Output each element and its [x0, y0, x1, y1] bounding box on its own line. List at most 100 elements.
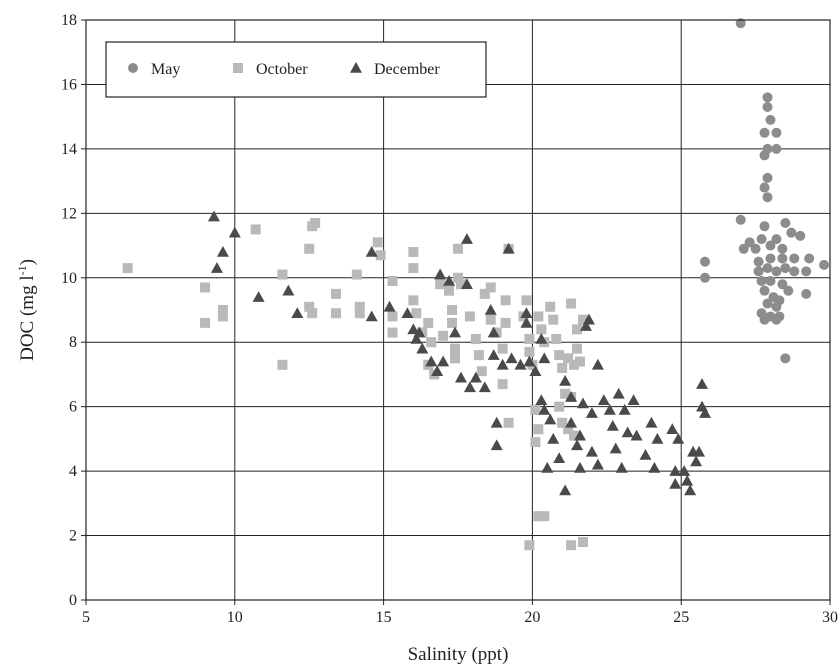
- october-point: [372, 237, 383, 248]
- y-axis-label-superscript: -1: [15, 265, 29, 275]
- december-point: [559, 374, 572, 386]
- legend-label-october: October: [256, 61, 308, 78]
- october-point: [539, 511, 550, 522]
- december-point: [228, 226, 241, 238]
- december-point: [574, 461, 587, 473]
- december-point: [487, 349, 500, 360]
- october-point: [330, 308, 341, 319]
- may-point: [762, 192, 773, 203]
- october-point: [387, 327, 398, 338]
- december-point: [565, 416, 578, 428]
- october-point: [330, 288, 341, 299]
- october-point: [485, 314, 496, 325]
- legend: May October December: [105, 41, 487, 98]
- october-point: [551, 334, 562, 344]
- december-point: [454, 371, 467, 383]
- may-point: [700, 272, 711, 283]
- december-point: [576, 397, 589, 409]
- may-point: [735, 214, 746, 225]
- may-point: [753, 266, 764, 277]
- december-point: [651, 432, 664, 444]
- october-point: [447, 305, 458, 315]
- december-point: [669, 478, 682, 489]
- october-point: [277, 359, 288, 370]
- october-point: [524, 540, 535, 551]
- october-point: [304, 301, 315, 312]
- october-point: [569, 430, 580, 441]
- october-point: [521, 295, 532, 306]
- october-point: [250, 224, 261, 235]
- december-point: [630, 429, 643, 441]
- october-point: [470, 334, 481, 344]
- december-point: [434, 268, 447, 280]
- may-point: [765, 114, 776, 125]
- october-point: [304, 243, 315, 254]
- may-point: [765, 276, 776, 286]
- december-point: [582, 313, 595, 325]
- tick-labels: 5 10 15 20 25 30 0 2 4 6 8 10 12 14 16 18: [61, 12, 838, 626]
- x-tick-label: 5: [82, 609, 90, 626]
- may-point: [744, 237, 755, 248]
- october-point: [566, 298, 577, 309]
- october-point: [554, 350, 565, 361]
- december-point: [523, 355, 536, 367]
- october-point: [485, 282, 496, 293]
- may-point: [786, 227, 797, 238]
- december-point: [591, 458, 604, 470]
- december-point: [496, 358, 509, 370]
- december-point: [666, 423, 679, 435]
- december-point: [639, 449, 652, 460]
- october-point: [455, 279, 466, 290]
- december-point: [437, 355, 450, 367]
- october-point: [497, 343, 508, 354]
- y-tick-label: 14: [61, 141, 77, 158]
- december-point: [520, 307, 533, 319]
- series-december: [207, 210, 712, 496]
- y-axis-label-close: ): [17, 259, 38, 265]
- legend-box: [105, 41, 487, 98]
- december-point: [401, 307, 414, 319]
- october-point: [479, 288, 490, 299]
- may-point: [771, 234, 782, 245]
- may-point: [771, 266, 782, 277]
- may-point: [753, 256, 764, 267]
- december-point: [413, 326, 426, 338]
- may-point: [771, 314, 782, 325]
- october-point: [217, 311, 228, 322]
- october-point: [530, 404, 541, 415]
- october-point: [563, 353, 574, 364]
- december-point: [585, 407, 598, 418]
- october-point: [500, 295, 511, 306]
- october-point: [444, 285, 455, 296]
- december-point: [553, 452, 566, 464]
- may-point: [765, 253, 776, 264]
- october-point: [408, 295, 419, 306]
- december-point: [460, 278, 473, 290]
- december-point: [416, 342, 429, 354]
- x-tick-label: 20: [524, 609, 540, 626]
- october-point: [569, 359, 580, 370]
- october-point: [450, 353, 461, 364]
- may-point: [795, 230, 806, 241]
- october-point: [450, 343, 461, 354]
- october-point: [307, 308, 318, 319]
- december-point: [529, 365, 542, 377]
- may-point: [759, 150, 770, 161]
- y-tick-label: 12: [61, 205, 77, 222]
- october-point: [426, 337, 437, 348]
- december-point: [490, 439, 503, 451]
- may-point: [765, 240, 776, 251]
- october-point: [533, 424, 544, 435]
- december-point: [443, 275, 456, 286]
- december-point: [478, 381, 491, 393]
- december-point: [449, 326, 462, 338]
- may-point: [735, 18, 746, 29]
- october-point: [453, 272, 463, 283]
- may-point: [783, 285, 794, 296]
- december-point: [681, 474, 694, 486]
- october-point: [533, 311, 544, 322]
- october-point: [524, 334, 535, 344]
- y-tick-label: 8: [69, 334, 77, 351]
- october-point: [533, 511, 544, 522]
- december-point: [410, 333, 423, 344]
